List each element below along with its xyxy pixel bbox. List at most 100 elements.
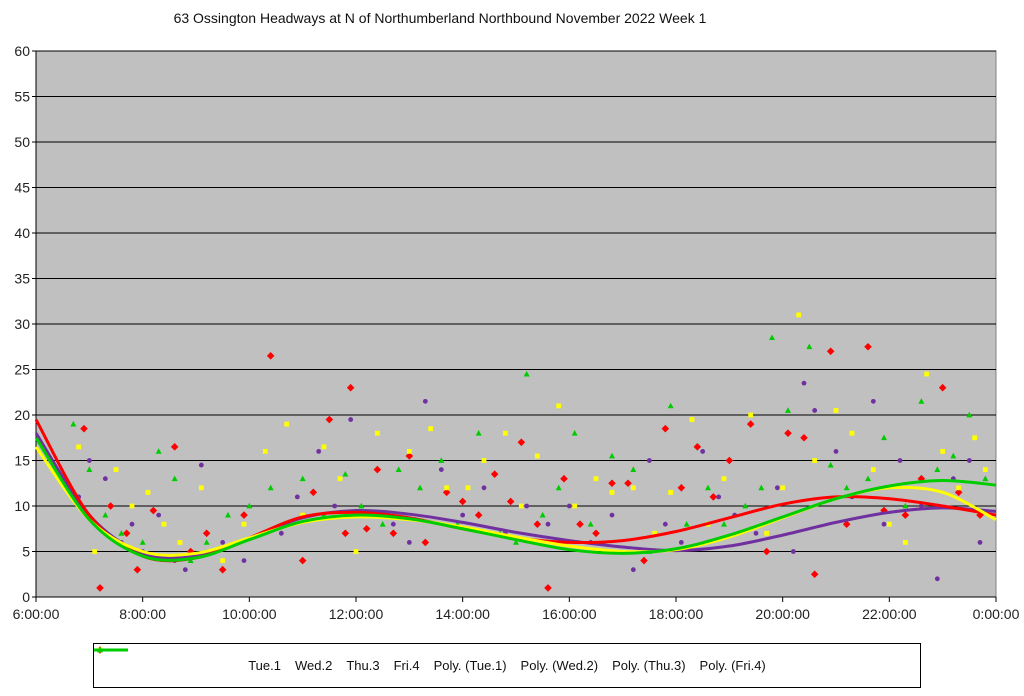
data-point-tue-1 — [774, 485, 780, 491]
legend-label: Wed.2 — [294, 658, 333, 673]
data-point-fri-4 — [246, 502, 253, 509]
data-point-thu-3 — [481, 458, 487, 463]
x-tick-label: 8:00:00 — [119, 606, 166, 622]
data-point-tue-1 — [241, 558, 247, 563]
x-tick-label: 22:00:00 — [862, 606, 917, 622]
data-point-wed-2 — [458, 497, 467, 506]
data-point-thu-3 — [924, 371, 930, 377]
data-point-wed-2 — [346, 383, 355, 392]
data-point-fri-4 — [667, 402, 674, 409]
x-tick-label: 14:00:00 — [435, 606, 490, 622]
data-point-fri-4 — [918, 398, 925, 404]
data-point-fri-4 — [102, 511, 109, 518]
data-point-fri-4 — [203, 539, 210, 545]
data-point-tue-1 — [801, 380, 807, 386]
legend: Tue.1 Wed.2 Thu.3 Fri.4 Poly. (Tue.1) Poly. (… — [93, 643, 921, 688]
data-point-thu-3 — [870, 467, 876, 472]
data-point-fri-4 — [139, 539, 146, 545]
data-point-wed-2 — [474, 511, 483, 519]
data-point-wed-2 — [864, 342, 872, 351]
legend-item: Poly. (Thu.3) — [94, 648, 686, 673]
data-point-thu-3 — [886, 521, 892, 527]
data-point-wed-2 — [186, 547, 195, 556]
legend-label: Poly. (Thu.3) — [612, 658, 686, 673]
data-point-tue-1 — [977, 540, 983, 545]
data-point-thu-3 — [748, 412, 754, 418]
data-point-tue-1 — [390, 521, 396, 527]
data-point-thu-3 — [956, 485, 962, 491]
legend-label: Thu.3 — [346, 658, 380, 673]
data-point-tue-1 — [86, 458, 92, 463]
data-point-fri-4 — [630, 466, 637, 472]
data-point-fri-4 — [395, 466, 402, 472]
data-point-fri-4 — [934, 466, 941, 472]
data-point-tue-1 — [156, 512, 162, 518]
data-point-thu-3 — [76, 444, 82, 450]
x-tick-label: 10:00:00 — [222, 606, 277, 622]
data-point-fri-4 — [342, 470, 349, 477]
data-point-tue-1 — [460, 512, 466, 518]
data-point-tue-1 — [422, 398, 428, 404]
data-point-thu-3 — [940, 449, 946, 454]
data-point-tue-1 — [897, 458, 903, 463]
data-point-fri-4 — [86, 466, 93, 472]
data-point-wed-2 — [106, 502, 115, 510]
data-point-wed-2 — [560, 474, 568, 483]
data-point-tue-1 — [348, 417, 354, 422]
data-point-wed-2 — [842, 520, 851, 528]
data-point-wed-2 — [133, 565, 142, 574]
data-point-thu-3 — [502, 430, 508, 436]
data-point-wed-2 — [240, 511, 248, 519]
data-point-thu-3 — [689, 417, 695, 422]
data-point-tue-1 — [524, 503, 530, 509]
data-point-wed-2 — [405, 452, 414, 460]
data-point-wed-2 — [389, 529, 398, 538]
data-point-thu-3 — [241, 521, 247, 527]
data-point-wed-2 — [170, 443, 179, 451]
data-point-thu-3 — [337, 476, 343, 482]
data-point-thu-3 — [374, 430, 380, 436]
legend-label: Poly. (Tue.1) — [433, 658, 507, 673]
chart-title: 63 Ossington Headways at N of Northumber… — [173, 10, 707, 26]
data-point-thu-3 — [300, 512, 306, 518]
data-point-tue-1 — [566, 503, 572, 509]
data-point-fri-4 — [806, 343, 813, 350]
data-point-wed-2 — [661, 424, 670, 433]
data-point-tue-1 — [934, 576, 940, 582]
data-point-wed-2 — [202, 529, 211, 538]
data-point-thu-3 — [321, 444, 327, 450]
data-point-thu-3 — [609, 489, 615, 495]
data-point-fri-4 — [358, 502, 365, 509]
data-point-wed-2 — [341, 529, 350, 538]
data-point-fri-4 — [843, 484, 850, 491]
data-point-fri-4 — [587, 521, 594, 527]
data-point-tue-1 — [678, 540, 684, 545]
data-point-fri-4 — [379, 521, 386, 527]
data-point-thu-3 — [465, 485, 471, 491]
data-point-thu-3 — [284, 421, 290, 427]
legend-item: Fri.4 — [97, 646, 420, 673]
data-point-fri-4 — [475, 430, 482, 436]
data-point-tue-1 — [316, 449, 322, 454]
data-point-wed-2 — [608, 479, 616, 488]
data-point-tue-1 — [129, 521, 135, 527]
y-tick-label: 20 — [14, 407, 30, 423]
data-point-thu-3 — [92, 549, 98, 554]
data-point-wed-2 — [762, 547, 771, 556]
data-point-wed-2 — [544, 584, 552, 592]
data-point-thu-3 — [652, 530, 658, 536]
data-point-fri-4 — [827, 461, 834, 468]
data-point-tue-1 — [918, 503, 924, 509]
data-point-tue-1 — [220, 540, 226, 545]
data-point-fri-4 — [705, 484, 711, 491]
trendline-poly-tue-1 — [34, 432, 997, 560]
legend-item: Thu.3 — [97, 647, 380, 673]
data-point-thu-3 — [668, 489, 674, 495]
y-tick-label: 35 — [14, 271, 30, 287]
data-point-tue-1 — [294, 494, 300, 500]
data-point-wed-2 — [309, 488, 318, 497]
data-point-tue-1 — [609, 512, 615, 518]
data-point-fri-4 — [225, 511, 231, 518]
data-point-fri-4 — [118, 530, 125, 536]
legend-label: Poly. (Wed.2) — [520, 658, 599, 673]
